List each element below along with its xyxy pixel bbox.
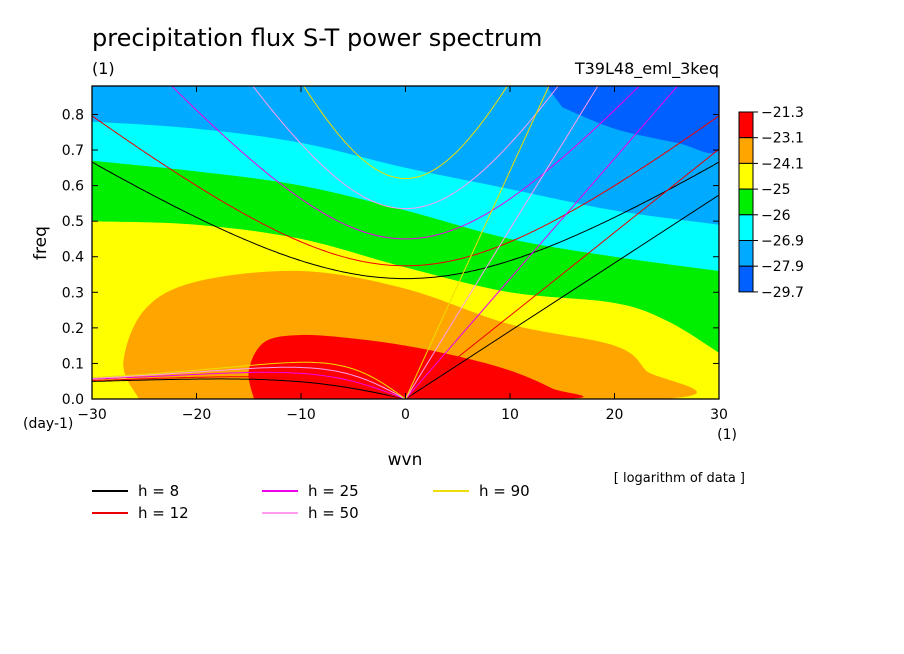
- band-0: [546, 86, 719, 154]
- ig-curve-90: [303, 86, 508, 180]
- rossby-curve-50: [92, 366, 406, 399]
- x-tick-label: 20: [606, 407, 624, 423]
- units-label: (1): [92, 59, 115, 78]
- colorbar-label: −23.1: [761, 131, 804, 147]
- legend-label-25: h = 25: [308, 482, 359, 500]
- colorbar-label: −27.9: [761, 259, 804, 275]
- colorbar-label: −21.3: [761, 105, 804, 121]
- y-tick-label: 0.0: [62, 392, 84, 408]
- x-axis-label: wvn: [388, 450, 423, 470]
- rossby-curve-25: [92, 371, 406, 399]
- log-note: [ logarithm of data ]: [614, 471, 745, 486]
- dispersion-curves: [92, 86, 719, 399]
- x-tick-label: 30: [710, 407, 728, 423]
- colorbar-label: −29.7: [761, 285, 804, 301]
- colorbar-label: −25: [761, 182, 791, 198]
- colorbar-swatch: [738, 137, 754, 164]
- experiment-label: T39L48_eml_3keq: [574, 59, 719, 79]
- y-axis-label: freq: [31, 226, 51, 260]
- ig-curve-50: [252, 86, 559, 210]
- x-units-label: (1): [717, 427, 737, 443]
- ig-curve-8: [92, 161, 719, 280]
- x-tick-label: 0: [401, 407, 410, 423]
- kelvin-line-12: [405, 148, 719, 399]
- x-tick-label: −20: [182, 407, 212, 423]
- y-tick-label: 0.2: [62, 321, 84, 337]
- kelvin-line-90: [405, 86, 550, 399]
- kelvin-line-50: [405, 86, 599, 399]
- legend: h = 8 h = 12 h = 25 h = 50 h = 90: [92, 482, 530, 522]
- rossby-curve-90: [92, 361, 406, 399]
- colorbar-swatch: [738, 265, 754, 293]
- y-tick-label: 0.4: [62, 250, 84, 266]
- rossby-curve-8: [92, 378, 406, 399]
- y-tick-label: 0.6: [62, 179, 84, 195]
- x-tick-label: −30: [77, 407, 107, 423]
- y-tick-label: 0.8: [62, 107, 84, 123]
- y-tick-label: 0.5: [62, 214, 84, 230]
- rossby-curve-12: [92, 376, 406, 399]
- x-axis: −30 −20 −10 0 10 20 30: [77, 86, 728, 423]
- ig-curve-12: [92, 115, 719, 267]
- x-tick-label: −10: [286, 407, 316, 423]
- y-tick-label: 0.3: [62, 285, 84, 301]
- x-tick-label: 10: [501, 407, 519, 423]
- colorbar-swatch: [738, 188, 754, 216]
- ig-curve-25: [171, 86, 640, 240]
- legend-label-12: h = 12: [138, 504, 189, 522]
- colorbar-label: −26.9: [761, 234, 804, 250]
- y-units-label: (day-1): [23, 416, 73, 432]
- colorbar-label: −24.1: [761, 156, 804, 172]
- kelvin-line-8: [405, 194, 719, 399]
- kelvin-line-25: [405, 86, 679, 399]
- colorbar-label: −26: [761, 208, 791, 224]
- y-tick-label: 0.7: [62, 143, 84, 159]
- contour-bands: [92, 86, 719, 399]
- colorbar-swatch: [738, 111, 754, 139]
- colorbar-swatch: [738, 162, 754, 190]
- y-tick-label: 0.1: [62, 356, 84, 372]
- y-axis: 0.0 0.1 0.2 0.3 0.4 0.5 0.6 0.7 0.8: [62, 107, 719, 408]
- legend-label-90: h = 90: [479, 482, 530, 500]
- legend-label-8: h = 8: [138, 482, 179, 500]
- colorbar: −21.3 −23.1 −24.1 −25 −26 −26.9 −27.9 −29.7: [738, 105, 804, 301]
- legend-label-50: h = 50: [308, 504, 359, 522]
- colorbar-swatch: [738, 214, 754, 242]
- chart-title: precipitation flux S-T power spectrum: [92, 24, 542, 52]
- colorbar-swatch: [738, 240, 754, 267]
